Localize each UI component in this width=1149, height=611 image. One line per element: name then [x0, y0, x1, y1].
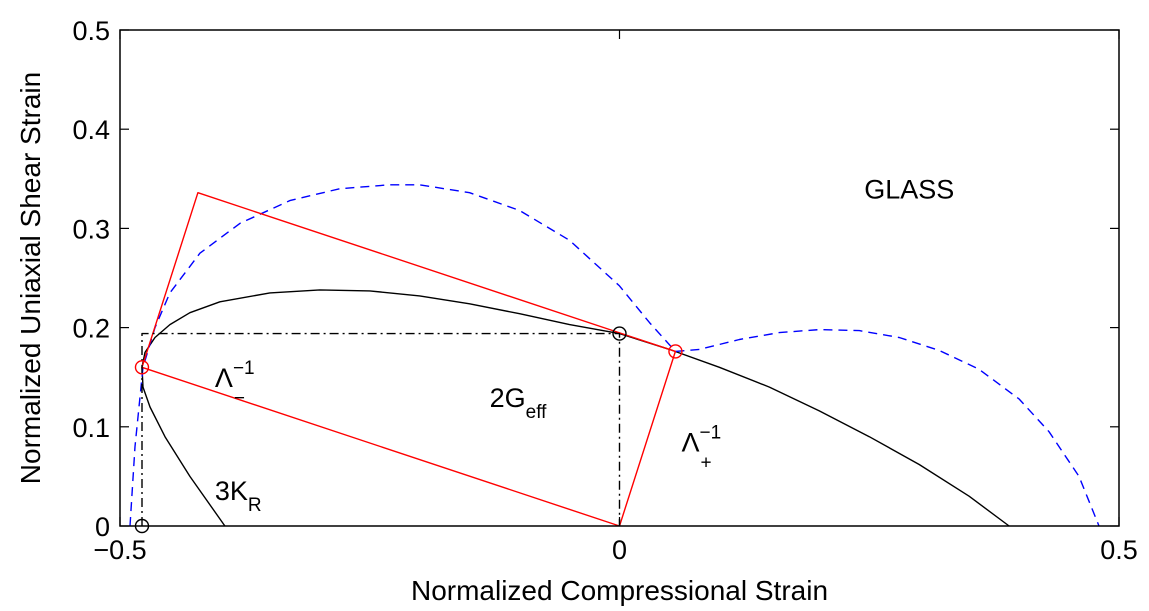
- y-tick-label: 0.3: [72, 214, 110, 244]
- annotation-glass: GLASS: [864, 175, 954, 205]
- red-construction-lines: [141, 191, 677, 527]
- y-axis-title: Normalized Uniaxial Shear Strain: [15, 72, 46, 484]
- y-tick-label: 0.1: [72, 413, 110, 443]
- annotation-three-k-r: 3KR: [215, 476, 262, 516]
- red-circle-marker: [668, 344, 683, 359]
- red-circle-marker: [134, 360, 150, 375]
- annotation-lambda-plus: Λ−1 +: [681, 423, 721, 474]
- annotations: GLASS Λ−1− 2Geff Λ−1 + 3KR: [215, 175, 954, 517]
- blue-dashed-curve: [129, 184, 1100, 527]
- axis-ticks: −0.5 0 0.500.10.20.30.40.5: [72, 16, 1137, 565]
- black-dashdot-guides: [141, 332, 621, 526]
- y-tick-label: 0.5: [72, 16, 110, 46]
- y-tick-label: 0: [95, 512, 110, 542]
- x-tick-label: 0.5: [1100, 535, 1138, 565]
- y-tick-label: 0.2: [72, 314, 110, 344]
- x-tick-label: 0: [612, 535, 627, 565]
- annotation-two-g-eff: 2Geff: [490, 383, 548, 423]
- x-tick-label: −0.5: [93, 535, 146, 565]
- annotation-lambda-minus: Λ−1−: [215, 358, 255, 409]
- plot-marks: [129, 184, 1100, 534]
- y-tick-label: 0.4: [72, 115, 110, 145]
- x-axis-title: Normalized Compressional Strain: [411, 575, 828, 606]
- black-solid-curve: [141, 289, 1010, 527]
- black-circle-marker: [612, 326, 627, 341]
